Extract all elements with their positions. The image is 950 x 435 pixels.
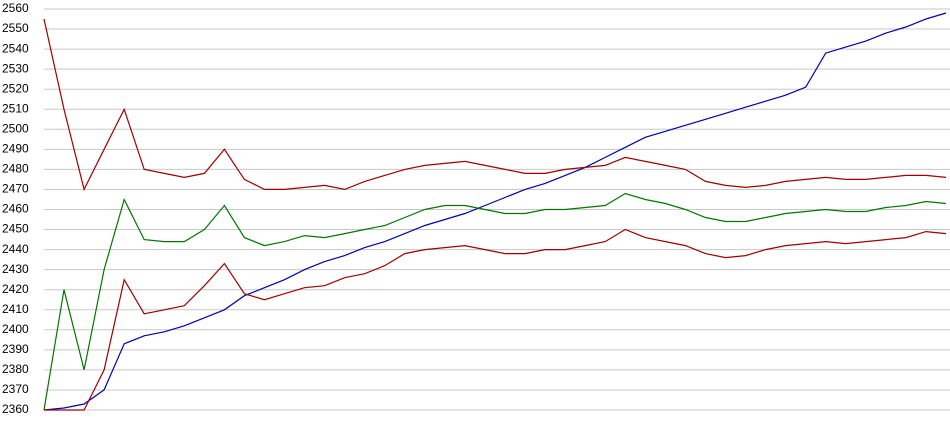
y-tick-label: 2450 bbox=[2, 222, 29, 236]
y-tick-label: 2540 bbox=[2, 41, 29, 55]
y-tick-label: 2480 bbox=[2, 162, 29, 176]
y-tick-label: 2530 bbox=[2, 61, 29, 75]
y-tick-label: 2560 bbox=[2, 1, 29, 15]
series-line bbox=[43, 192, 947, 411]
y-tick-label: 2430 bbox=[2, 262, 29, 276]
y-tick-label: 2460 bbox=[2, 202, 29, 216]
y-tick-label: 2360 bbox=[2, 402, 29, 416]
y-tick-label: 2400 bbox=[2, 322, 29, 336]
y-tick-label: 2470 bbox=[2, 182, 29, 196]
series-line bbox=[44, 228, 947, 411]
y-tick-label: 2510 bbox=[2, 101, 29, 115]
series-line bbox=[43, 12, 947, 411]
y-tick-label: 2500 bbox=[2, 121, 29, 135]
y-tick-label: 2520 bbox=[2, 81, 29, 95]
y-tick-label: 2410 bbox=[2, 302, 29, 316]
y-tick-label: 2370 bbox=[2, 382, 29, 396]
y-tick-label: 2390 bbox=[2, 342, 29, 356]
y-tick-label: 2440 bbox=[2, 242, 29, 256]
y-tick-label: 2490 bbox=[2, 142, 29, 156]
y-tick-label: 2420 bbox=[2, 282, 29, 296]
y-tick-label: 2380 bbox=[2, 362, 29, 376]
series-line bbox=[43, 18, 947, 192]
y-tick-label: 2550 bbox=[2, 21, 29, 35]
